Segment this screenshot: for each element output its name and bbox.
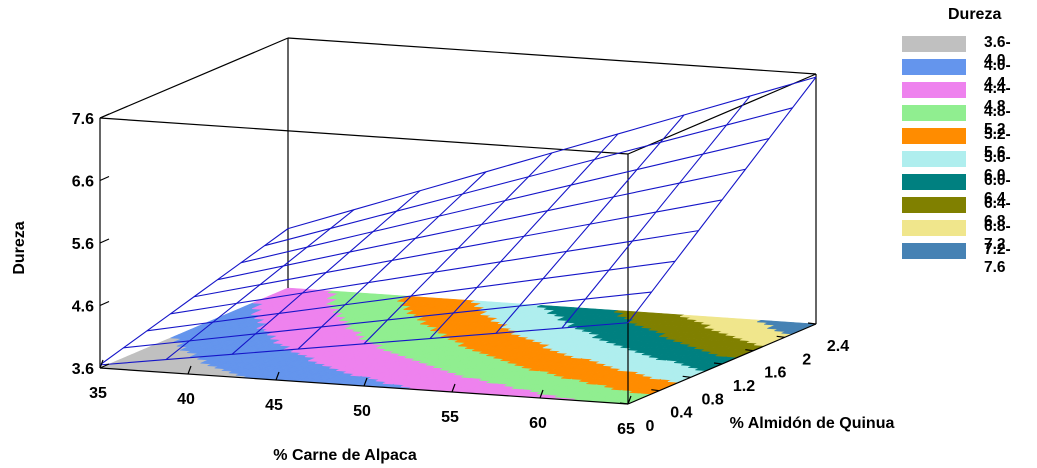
mesh-line-y bbox=[561, 95, 751, 329]
legend-swatch bbox=[902, 105, 966, 121]
y-tick-label: 1.2 bbox=[733, 378, 755, 395]
z-tick-label: 3.6 bbox=[72, 361, 94, 378]
z-tick bbox=[99, 175, 110, 182]
y-tick bbox=[682, 375, 691, 378]
mesh-line-y bbox=[231, 190, 421, 355]
x-tick-label: 60 bbox=[529, 415, 547, 432]
legend-item: 4.4-4.8 bbox=[900, 80, 1030, 115]
z-tick bbox=[99, 238, 110, 244]
z-axis-label: Dureza bbox=[11, 221, 28, 274]
legend-swatch bbox=[902, 243, 966, 259]
mesh-line-y bbox=[297, 171, 487, 350]
y-tick bbox=[807, 322, 817, 325]
z-tick-label: 4.6 bbox=[72, 299, 94, 316]
y-tick-label: 0 bbox=[646, 418, 655, 435]
x-tick-label: 35 bbox=[89, 385, 107, 402]
z-tick bbox=[99, 300, 110, 307]
y-tick-label: 1.6 bbox=[764, 365, 786, 382]
mesh-line-y bbox=[99, 228, 289, 366]
y-tick bbox=[776, 335, 785, 338]
legend-label: 3.6-4.0 bbox=[984, 34, 1011, 69]
y-tick-label: 2.4 bbox=[827, 338, 849, 355]
mesh-line-y bbox=[495, 114, 685, 334]
y-tick-label: 0.8 bbox=[702, 391, 724, 408]
legend-swatch bbox=[902, 197, 966, 213]
y-tick-label: 2 bbox=[802, 351, 811, 368]
x-axis-label: % Carne de Alpaca bbox=[273, 447, 417, 464]
legend-label: 5.2-5.6 bbox=[984, 126, 1011, 161]
front-top-edge bbox=[99, 117, 629, 155]
legend-label: 6.0-6.4 bbox=[984, 172, 1011, 207]
legend-item: 7.2-7.6 bbox=[900, 241, 1030, 276]
y-tick bbox=[619, 402, 629, 405]
z-tick bbox=[99, 113, 110, 119]
y-tick bbox=[651, 389, 660, 392]
legend-label: 7.2-7.6 bbox=[984, 241, 1011, 276]
legend-title: Dureza bbox=[948, 6, 1002, 23]
legend-label: 5.6-6.0 bbox=[984, 149, 1011, 184]
y-tick bbox=[713, 362, 723, 365]
x-tick bbox=[99, 359, 104, 369]
z-tick-label: 6.6 bbox=[72, 174, 94, 191]
legend-label: 6.4-6.8 bbox=[984, 195, 1011, 230]
legend-item: 5.2-5.6 bbox=[900, 126, 1030, 161]
x-tick-label: 40 bbox=[177, 391, 195, 408]
legend-label: 4.8-5.2 bbox=[984, 103, 1011, 138]
legend-swatch bbox=[902, 82, 966, 98]
x-tick bbox=[539, 389, 544, 399]
z-tick-label: 5.6 bbox=[72, 236, 94, 253]
x-tick-label: 55 bbox=[441, 409, 459, 426]
legend-swatch bbox=[902, 36, 966, 52]
legend-swatch bbox=[902, 128, 966, 144]
mesh-line-y bbox=[363, 152, 553, 345]
y-tick-label: 0.4 bbox=[670, 405, 692, 422]
legend-swatch bbox=[902, 151, 966, 167]
z-tick-label: 7.6 bbox=[72, 111, 94, 128]
x-tick-label: 45 bbox=[265, 397, 283, 414]
x-tick bbox=[187, 365, 192, 375]
legend-swatch bbox=[902, 59, 966, 75]
legend-swatch bbox=[902, 174, 966, 190]
legend-label: 6.8-7.2 bbox=[984, 218, 1011, 253]
x-tick-label: 65 bbox=[617, 421, 635, 438]
back-top-edge bbox=[287, 37, 817, 75]
legend-item: 3.6-4.0 bbox=[900, 34, 1030, 69]
response-surface-mesh bbox=[99, 76, 817, 366]
legend-swatch bbox=[902, 220, 966, 236]
surface-plot: 3.6 4.6 5.6 6.6 7.6 35 40 45 50 55 60 65 0 0.4 0.8 1.2 1… bbox=[11, 37, 895, 464]
legend-item: 6.4-6.8 bbox=[900, 195, 1030, 230]
legend-label: 4.4-4.8 bbox=[984, 80, 1011, 115]
x-tick bbox=[451, 383, 456, 393]
mesh-line-y bbox=[165, 209, 355, 361]
x-tick bbox=[275, 371, 280, 381]
right-top-edge bbox=[627, 73, 817, 155]
legend-item: 6.0-6.4 bbox=[900, 172, 1030, 207]
x-tick bbox=[627, 395, 632, 405]
x-tick bbox=[363, 377, 368, 387]
mesh-line-y bbox=[627, 76, 817, 324]
mesh-line-y bbox=[429, 133, 619, 339]
legend-item: 5.6-6.0 bbox=[900, 149, 1030, 184]
x-tick-label: 50 bbox=[353, 403, 371, 420]
y-axis-label: % Almidón de Quinua bbox=[730, 415, 895, 432]
legend-label: 4.0-4.4 bbox=[984, 57, 1011, 92]
legend-item: 4.0-4.4 bbox=[900, 57, 1030, 92]
axes: 3.6 4.6 5.6 6.6 7.6 35 40 45 50 55 60 65 0 0.4 0.8 1.2 1… bbox=[72, 111, 849, 438]
z-tick bbox=[99, 363, 110, 369]
floor-contour-map bbox=[99, 287, 817, 405]
y-tick bbox=[745, 349, 754, 352]
legend-item: 6.8-7.2 bbox=[900, 218, 1030, 253]
legend-item: 4.8-5.2 bbox=[900, 103, 1030, 138]
left-top-edge bbox=[99, 37, 289, 119]
